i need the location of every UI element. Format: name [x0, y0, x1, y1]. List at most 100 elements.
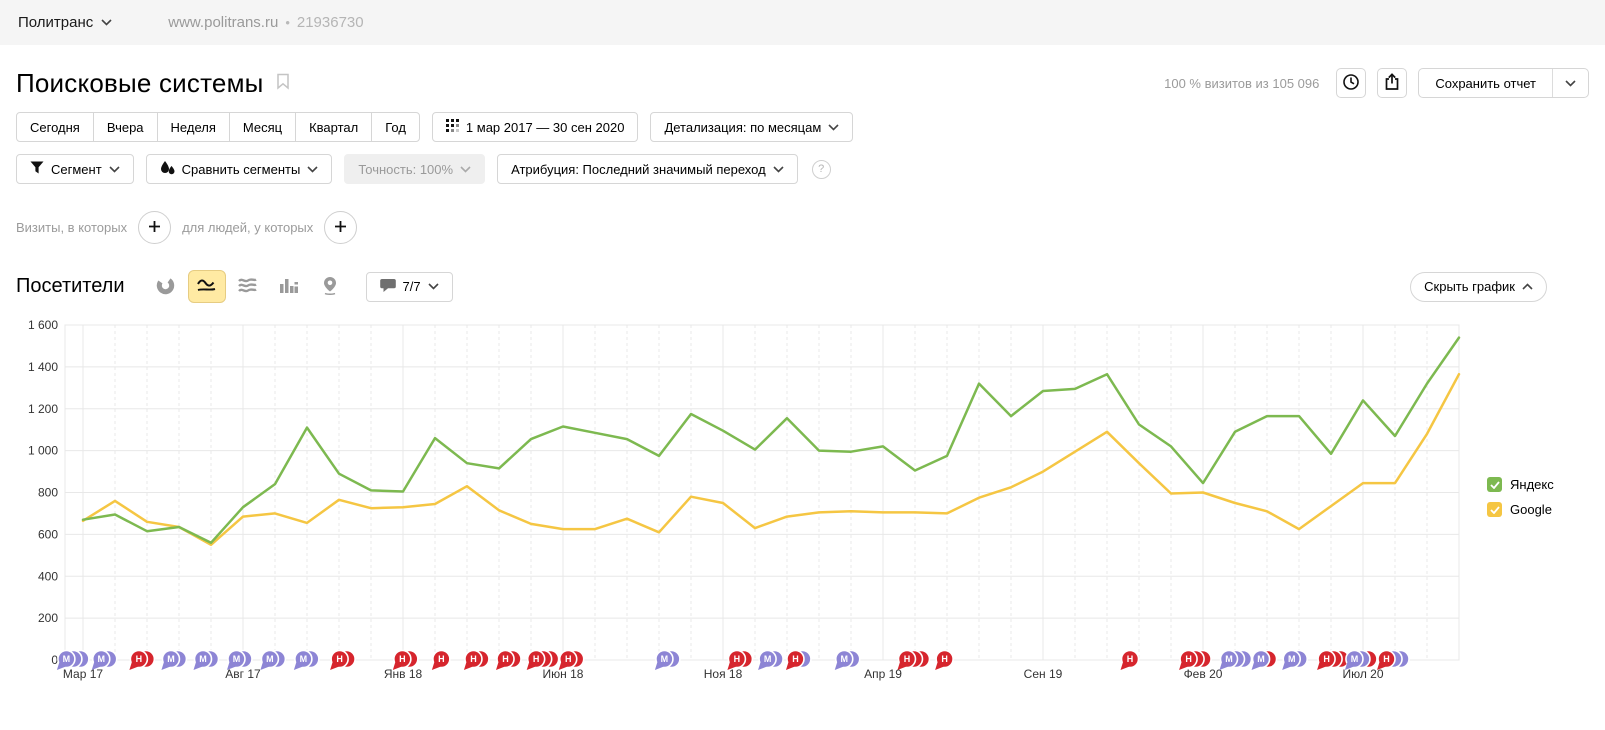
clock-icon	[1342, 73, 1360, 94]
help-icon[interactable]: ?	[811, 159, 831, 179]
date-range-button[interactable]: 1 мар 2017 — 30 сен 2020	[431, 112, 639, 142]
chart-type-map-button[interactable]	[311, 270, 349, 303]
annotation-marker[interactable]: Н	[727, 649, 754, 671]
annotation-marker[interactable]: Н	[526, 649, 560, 671]
detail-button[interactable]: Детализация: по месяцам	[650, 112, 854, 142]
svg-text:М: М	[1225, 654, 1233, 664]
legend-item[interactable]: Google	[1487, 502, 1554, 517]
line-chart[interactable]: 0 200 400 600 800 1 000 1 200 1 400 1 600 Мар 17 А…	[0, 311, 1605, 711]
accuracy-button[interactable]: Точность: 100%	[344, 154, 486, 184]
annotation-marker[interactable]: М	[56, 649, 90, 671]
svg-text:М: М	[840, 654, 848, 664]
date-range-value: 1 мар 2017 — 30 сен 2020	[465, 119, 625, 135]
annotation-marker[interactable]: Н	[431, 649, 451, 671]
legend-checkbox-icon[interactable]	[1487, 477, 1502, 492]
add-visit-condition-button[interactable]	[138, 211, 172, 244]
plus-icon	[148, 220, 161, 236]
legend-item[interactable]: Яндекс	[1487, 477, 1554, 492]
annotation-marker[interactable]: М	[293, 649, 320, 671]
annotation-marker[interactable]: М	[91, 649, 118, 671]
svg-text:Н: Н	[336, 654, 343, 664]
goals-count: 7/7	[402, 279, 421, 294]
svg-text:Н: Н	[1127, 654, 1134, 664]
chart-type-line-button[interactable]	[187, 270, 226, 303]
preset-today[interactable]: Сегодня	[16, 112, 94, 142]
goals-selector[interactable]: 7/7	[365, 271, 453, 302]
annotation-marker[interactable]: М	[654, 649, 681, 671]
svg-text:М: М	[167, 654, 175, 664]
bar-chart-icon	[279, 277, 299, 297]
svg-text:М: М	[1351, 654, 1359, 664]
annotation-marker[interactable]: Н	[1377, 649, 1410, 671]
annotation-marker[interactable]: М	[260, 649, 287, 671]
annotation-marker[interactable]: М	[161, 649, 188, 671]
legend-checkbox-icon[interactable]	[1487, 502, 1502, 517]
svg-text:М: М	[199, 654, 207, 664]
annotation-marker[interactable]: М	[1219, 649, 1253, 671]
preset-year[interactable]: Год	[371, 112, 420, 142]
annotation-marker[interactable]: Н	[897, 649, 931, 671]
annotation-marker[interactable]: М	[1344, 649, 1378, 671]
annotation-marker[interactable]: Н	[392, 649, 419, 671]
chevron-up-icon	[1522, 283, 1533, 290]
annotation-marker[interactable]: Н	[496, 649, 522, 671]
chart-type-pie-button[interactable]	[147, 270, 185, 303]
history-button[interactable]	[1336, 68, 1367, 98]
preset-week[interactable]: Неделя	[156, 112, 230, 142]
annotation-marker[interactable]: Н	[935, 649, 954, 671]
save-report-dropdown[interactable]	[1552, 69, 1588, 97]
people-condition-label: для людей, у которых	[182, 220, 314, 235]
svg-text:Н: Н	[533, 654, 540, 664]
annotation-marker[interactable]: М	[193, 649, 220, 671]
legend-label: Google	[1510, 502, 1552, 517]
svg-text:Н: Н	[941, 654, 948, 664]
annotation-marker[interactable]: Н	[1179, 649, 1212, 671]
annotation-marker[interactable]: М	[1282, 649, 1309, 671]
metric-title: Посетители	[16, 275, 125, 297]
save-report-button[interactable]: Сохранить отчет	[1435, 75, 1536, 91]
annotation-marker[interactable]: М	[1251, 649, 1278, 671]
svg-text:800: 800	[38, 486, 58, 500]
preset-month[interactable]: Месяц	[228, 112, 297, 142]
save-report-split-button: Сохранить отчет	[1418, 68, 1589, 98]
svg-text:Н: Н	[904, 654, 911, 664]
svg-text:Сен 19: Сен 19	[1024, 667, 1063, 681]
svg-text:Н: Н	[470, 654, 477, 664]
annotation-marker[interactable]: Н	[129, 649, 156, 671]
filter-row: Сегмент Сравнить сегменты Точность: 100%	[16, 154, 1589, 184]
chart-type-columns-button[interactable]	[270, 270, 308, 303]
annotation-marker[interactable]: Н	[463, 649, 490, 671]
preset-quarter[interactable]: Квартал	[295, 112, 373, 142]
add-people-condition-button[interactable]	[324, 211, 358, 244]
hide-chart-button[interactable]: Скрыть график	[1410, 271, 1547, 302]
annotation-marker[interactable]: Н	[785, 649, 812, 671]
annotation-marker[interactable]: М	[226, 649, 253, 671]
attribution-button[interactable]: Атрибуция: Последний значимый переход	[497, 154, 798, 184]
svg-text:М: М	[266, 654, 274, 664]
preset-yesterday[interactable]: Вчера	[92, 112, 158, 142]
svg-text:Авг 17: Авг 17	[225, 667, 261, 681]
annotation-marker[interactable]: М	[758, 649, 784, 671]
period-row: Сегодня Вчера Неделя Месяц Квартал Год 1…	[16, 112, 1589, 142]
counter-switcher[interactable]: Политранс	[18, 14, 112, 31]
svg-text:Мар 17: Мар 17	[63, 667, 103, 681]
svg-text:Н: Н	[565, 654, 572, 664]
svg-text:М: М	[764, 654, 772, 664]
bookmark-icon[interactable]	[276, 73, 290, 93]
annotation-marker[interactable]: Н	[558, 649, 585, 671]
svg-text:М: М	[233, 654, 241, 664]
svg-text:М: М	[300, 654, 308, 664]
compare-segments-button[interactable]: Сравнить сегменты	[145, 154, 333, 184]
svg-text:Н: Н	[502, 654, 509, 664]
annotation-marker[interactable]: Н	[330, 649, 356, 671]
chart-legend: Яндекс Google	[1487, 477, 1554, 517]
annotation-marker[interactable]: М	[834, 649, 861, 671]
annotation-marker[interactable]: Н	[1120, 649, 1140, 671]
segment-button[interactable]: Сегмент	[16, 154, 134, 184]
visits-condition-label: Визиты, в которых	[16, 220, 128, 235]
svg-text:Н: Н	[792, 654, 799, 664]
export-button[interactable]	[1377, 68, 1408, 98]
annotation-marker[interactable]: Н	[1317, 649, 1350, 671]
comment-bubble-icon	[379, 278, 396, 296]
chart-type-stacked-button[interactable]	[229, 270, 267, 303]
